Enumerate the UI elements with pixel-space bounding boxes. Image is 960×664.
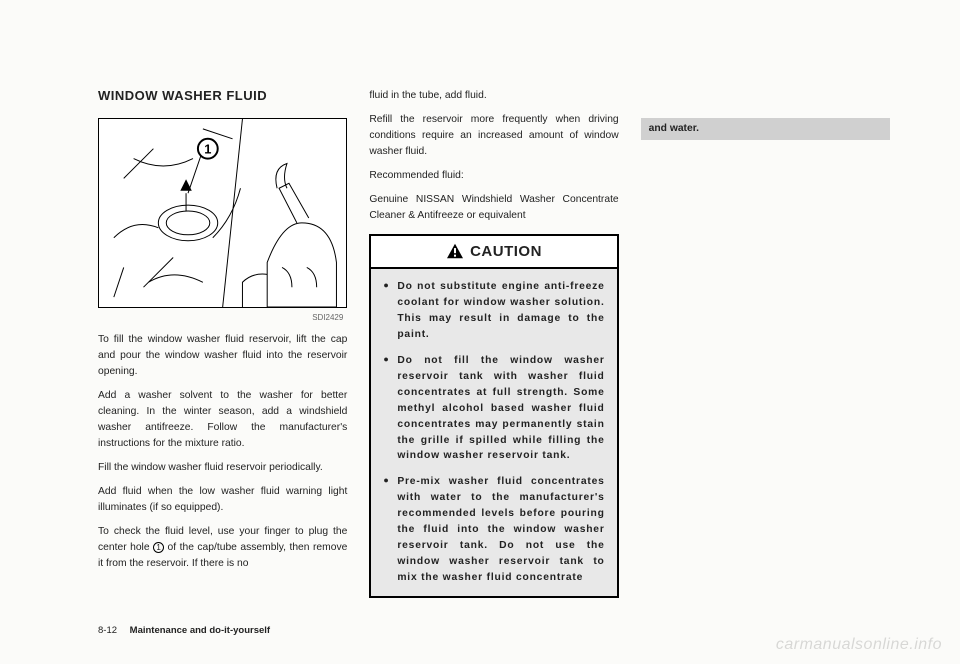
page-number: 8-12 <box>98 625 117 636</box>
body-paragraph: Fill the window washer fluid reservoir p… <box>98 460 347 476</box>
caution-list: Do not substitute engine anti-freeze coo… <box>371 269 616 596</box>
body-paragraph: Recommended fluid: <box>369 168 618 184</box>
figure-callout-number: 1 <box>204 142 211 157</box>
caution-box: CAUTION Do not substitute engine anti-fr… <box>369 234 618 598</box>
caution-label: CAUTION <box>470 240 542 263</box>
washer-reservoir-illustration: 1 <box>99 119 346 307</box>
chapter-title: Maintenance and do-it-yourself <box>130 625 270 636</box>
callout-inline-icon: 1 <box>153 542 164 553</box>
body-paragraph: To fill the window washer fluid reservoi… <box>98 332 347 380</box>
column-1: 1 SDI2429 To fill the window washer flui… <box>98 88 347 598</box>
caution-item: Do not substitute engine anti-freeze coo… <box>383 279 604 343</box>
washer-reservoir-figure: 1 <box>98 118 347 308</box>
watermark: carmanualsonline.info <box>776 636 942 654</box>
body-paragraph: To check the fluid level, use your finge… <box>98 524 347 572</box>
body-paragraph: fluid in the tube, add fluid. <box>369 88 618 104</box>
caution-item: Do not fill the window washer reservoir … <box>383 353 604 465</box>
caution-heading: CAUTION <box>371 236 616 269</box>
body-paragraph: Genuine NISSAN Windshield Washer Concent… <box>369 192 618 224</box>
section-title: WINDOW WASHER FLUID <box>98 88 267 103</box>
caution-item: Pre-mix washer fluid concentrates with w… <box>383 474 604 586</box>
body-paragraph: Add a washer solvent to the washer for b… <box>98 388 347 452</box>
column-3: and water. <box>641 88 890 598</box>
body-paragraph: Refill the reservoir more frequently whe… <box>369 112 618 160</box>
body-paragraph: Add fluid when the low washer fluid warn… <box>98 484 347 516</box>
figure-caption: SDI2429 <box>98 312 347 324</box>
continuation-strip: and water. <box>641 118 890 140</box>
warning-triangle-icon <box>446 243 464 259</box>
column-2: fluid in the tube, add fluid. Refill the… <box>369 88 618 598</box>
page-footer: 8-12 Maintenance and do-it-yourself <box>98 625 270 636</box>
